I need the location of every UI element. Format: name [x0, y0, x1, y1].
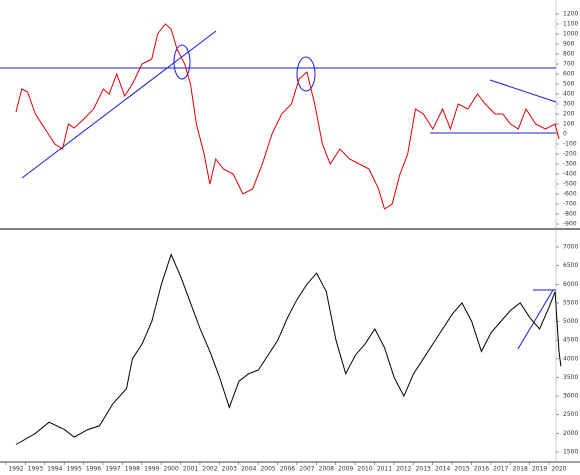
y-tick-label: 400	[563, 91, 575, 98]
x-tick-label: 2013	[416, 466, 431, 473]
highlight-ellipse	[173, 44, 191, 80]
y-tick-label: -800	[563, 211, 577, 218]
x-tick-label: 2001	[183, 466, 198, 473]
y-tick-label: 0	[563, 131, 567, 138]
x-tick-label: 1995	[67, 466, 82, 473]
y-tick-label: -700	[563, 201, 577, 208]
x-tick-label: 1996	[86, 466, 101, 473]
x-tick-label: 2017	[493, 466, 508, 473]
x-tick-label: 2007	[299, 466, 314, 473]
y-tick-label: 7000	[563, 244, 578, 251]
x-tick-label: 2003	[222, 466, 237, 473]
x-tick-label: 1994	[47, 466, 62, 473]
annotations	[0, 30, 557, 350]
data-line	[15, 253, 562, 445]
x-tick-label: 2008	[319, 466, 334, 473]
y-tick-label: -300	[563, 161, 577, 168]
x-tick-label: 2019	[532, 466, 547, 473]
x-tick-label: 2002	[202, 466, 217, 473]
y-tick-label: 100	[563, 121, 575, 128]
y-tick-label: 5500	[563, 299, 578, 306]
x-tick-label: 2004	[241, 466, 256, 473]
y-tick-label: 1100	[563, 21, 578, 28]
y-tick-label: 1000	[563, 31, 578, 38]
y-tick-label: -500	[563, 181, 577, 188]
y-tick-label: 500	[563, 81, 575, 88]
y-tick-label: -200	[563, 151, 577, 158]
trend-line	[517, 289, 554, 350]
y-tick-label: 800	[563, 51, 575, 58]
x-tick-label: 2011	[377, 466, 392, 473]
x-tick-label: 1992	[8, 466, 23, 473]
y-tick-label: 1500	[563, 449, 578, 456]
trend-line	[21, 30, 217, 179]
x-tick-label: 2020	[551, 466, 566, 473]
y-tick-label: 4500	[563, 337, 578, 344]
y-tick-label: 4000	[563, 355, 578, 362]
y-tick-label: 6500	[563, 262, 578, 269]
x-tick-label: 2015	[454, 466, 469, 473]
x-tick-label: 1999	[144, 466, 159, 473]
y-tick-label: -600	[563, 191, 577, 198]
x-tick-label: 2018	[513, 466, 528, 473]
y-tick-label: 700	[563, 61, 575, 68]
x-tick-label: 2012	[396, 466, 411, 473]
highlight-ellipse	[296, 56, 316, 92]
x-tick-label: 1993	[28, 466, 43, 473]
x-tick-label: 2016	[474, 466, 489, 473]
y-tick-label: 300	[563, 101, 575, 108]
data-line	[15, 23, 560, 210]
x-tick-label: 1997	[105, 466, 120, 473]
x-tick-label: 2006	[280, 466, 295, 473]
y-tick-label: -900	[563, 221, 577, 228]
y-tick-label: 900	[563, 41, 575, 48]
x-tick-label: 1998	[125, 466, 140, 473]
y-tick-label: -100	[563, 141, 577, 148]
x-tick-label: 2010	[357, 466, 372, 473]
y-tick-label: 2000	[563, 430, 578, 437]
y-tick-label: -400	[563, 171, 577, 178]
y-tick-label: 3500	[563, 374, 578, 381]
y-tick-label: 3000	[563, 393, 578, 400]
trend-line	[489, 79, 557, 103]
x-tick-label: 2000	[164, 466, 179, 473]
x-tick-label: 2014	[435, 466, 450, 473]
x-tick-label: 2009	[338, 466, 353, 473]
y-tick-label: 5000	[563, 318, 578, 325]
x-tick-label: 2005	[260, 466, 275, 473]
y-tick-label: 1200	[563, 11, 578, 18]
y-tick-label: 6000	[563, 281, 578, 288]
y-tick-label: 200	[563, 111, 575, 118]
y-tick-label: 2500	[563, 411, 578, 418]
y-tick-label: 600	[563, 71, 575, 78]
